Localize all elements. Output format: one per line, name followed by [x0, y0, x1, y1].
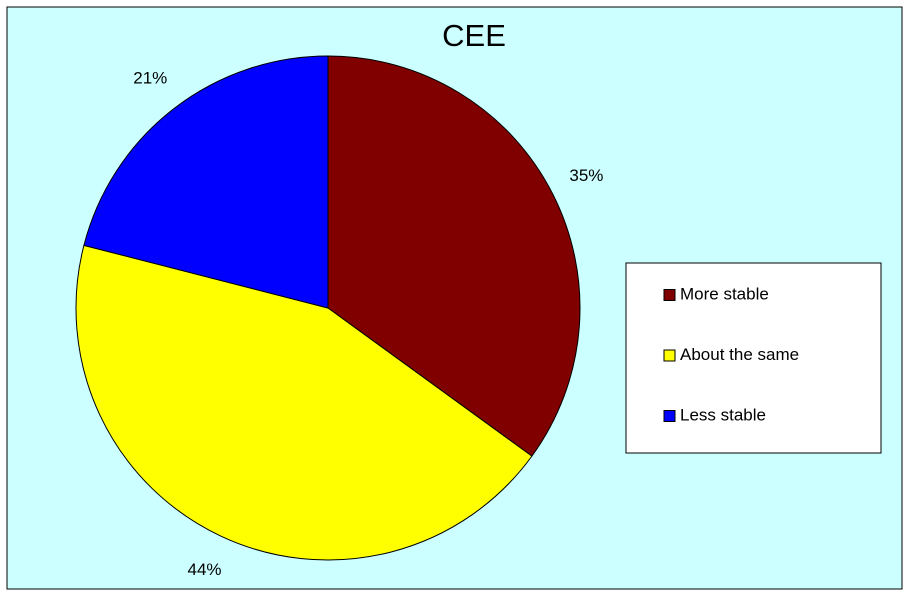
legend-label: Less stable	[680, 405, 766, 424]
legend-swatch	[663, 289, 676, 301]
chart-title: CEE	[442, 18, 506, 53]
pie-slice	[327, 55, 581, 457]
pie-slice	[75, 244, 533, 561]
data-label: 35%	[569, 166, 603, 185]
pie-slice	[83, 55, 329, 309]
data-label: 44%	[188, 560, 222, 579]
legend-label: About the same	[680, 345, 799, 364]
legend-swatch	[663, 349, 676, 362]
legend-swatch	[663, 410, 676, 422]
legend-label: More stable	[680, 284, 769, 303]
data-label: 21%	[133, 68, 167, 87]
